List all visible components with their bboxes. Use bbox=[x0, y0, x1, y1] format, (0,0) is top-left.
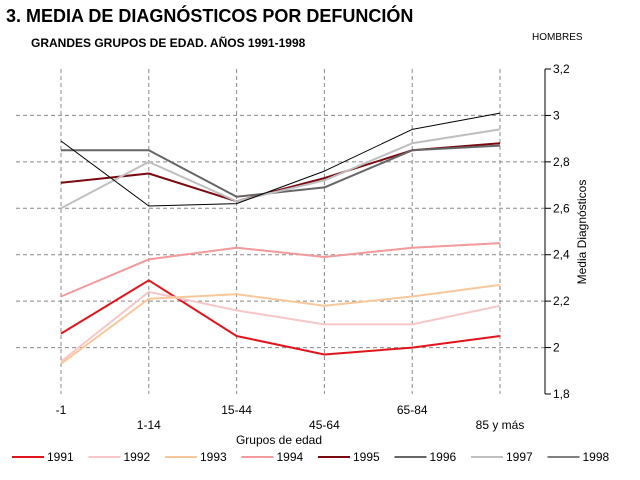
y-axis-label: Media Diagnósticos bbox=[575, 180, 589, 285]
y-tick-label: 3 bbox=[553, 108, 560, 122]
x-tick-label: 85 y más bbox=[476, 418, 525, 432]
x-tick-label: 15-44 bbox=[221, 403, 252, 417]
y-tick-label: 3,2 bbox=[553, 62, 570, 76]
legend-label-1998: 1998 bbox=[583, 450, 610, 464]
y-tick-label: 2,8 bbox=[553, 155, 570, 169]
x-tick-label: 1-14 bbox=[137, 418, 161, 432]
legend-label-1996: 1996 bbox=[430, 450, 457, 464]
y-axis: 1,8 2 2,2 2,4 2,6 2,8 3 3,2 bbox=[544, 62, 570, 401]
y-tick-label: 1,8 bbox=[553, 387, 570, 401]
grid-lines bbox=[16, 69, 545, 394]
series-line-1994 bbox=[60, 242, 501, 298]
series-lines bbox=[60, 112, 501, 365]
legend-label-1994: 1994 bbox=[277, 450, 304, 464]
series-line-1992 bbox=[60, 290, 501, 363]
y-tick-label: 2 bbox=[553, 341, 560, 355]
series-line-1991 bbox=[60, 279, 501, 356]
series-line-1997 bbox=[60, 128, 501, 210]
x-tick-label: -1 bbox=[56, 403, 67, 417]
series-line-1998 bbox=[60, 112, 501, 207]
legend-label-1993: 1993 bbox=[200, 450, 227, 464]
legend-label-1991: 1991 bbox=[47, 450, 74, 464]
x-tick-labels: -1 1-14 15-44 45-64 65-84 85 y más bbox=[56, 403, 525, 432]
chart-title: 3. MEDIA DE DIAGNÓSTICOS POR DEFUNCIÓN bbox=[6, 6, 414, 26]
chart-subtitle: GRANDES GRUPOS DE EDAD. AÑOS 1991-1998 bbox=[31, 36, 306, 50]
x-tick-label: 65-84 bbox=[397, 403, 428, 417]
x-axis-label: Grupos de edad bbox=[236, 433, 322, 447]
legend-label-1992: 1992 bbox=[124, 450, 151, 464]
sex-label: HOMBRES bbox=[532, 32, 583, 43]
legend: 1991 1992 1993 1994 1995 1996 1997 1998 bbox=[12, 450, 610, 464]
series-line-1996 bbox=[61, 144, 501, 198]
legend-label-1995: 1995 bbox=[353, 450, 380, 464]
y-tick-label: 2,4 bbox=[553, 248, 570, 262]
y-tick-label: 2,2 bbox=[553, 294, 570, 308]
legend-label-1997: 1997 bbox=[506, 450, 533, 464]
x-tick-label: 45-64 bbox=[309, 418, 340, 432]
y-tick-label: 2,6 bbox=[553, 201, 570, 215]
series-line-1993 bbox=[60, 283, 501, 365]
